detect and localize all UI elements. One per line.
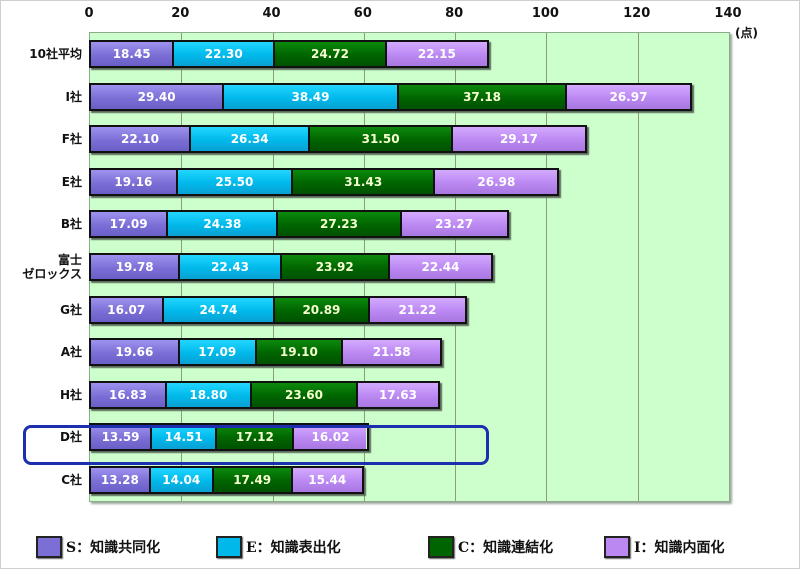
bar-segment-i: 22.44 [389,255,492,280]
category-label: B社 [60,217,82,232]
bar-segment-s: 13.28 [91,467,151,492]
bar-segment-c: 17.49 [213,467,293,492]
stacked-bar: 19.78 22.43 23.92 22.44 [89,253,494,282]
stacked-bar: 16.83 18.80 23.60 17.63 [89,380,440,409]
legend-label: E：知識表出化 [246,540,341,556]
bar-segment-c: 27.23 [278,212,402,237]
legend-swatch [216,536,242,558]
bar-segment-e: 25.50 [177,169,294,194]
bar-segment-s: 18.45 [91,42,175,67]
stacked-bar: 19.66 17.09 19.10 21.58 [89,338,443,367]
legend-swatch [36,536,62,558]
bar-segment-s: 16.07 [91,297,164,322]
bar-segment-e: 14.04 [150,467,214,492]
bar-segment-i: 21.58 [343,340,441,365]
legend-swatch [428,536,454,558]
x-tick-label: 140 [714,6,742,21]
legend-label: S：知識共同化 [66,540,161,556]
bar-segment-c: 17.12 [217,425,295,450]
bar-segment-s: 13.59 [91,425,153,450]
stacked-bar: 13.28 14.04 17.49 15.44 [89,465,364,494]
bar-segment-s: 29.40 [91,84,225,109]
x-tick-label: 40 [262,6,281,21]
bar-segment-s: 19.66 [91,340,180,365]
bar-segment-s: 16.83 [91,382,167,407]
bar-segment-c: 37.18 [398,84,568,109]
category-label: A社 [60,345,82,360]
stacked-bar: 13.59 14.51 17.12 16.02 [89,423,369,452]
bar-segment-c: 24.72 [275,42,387,67]
bar-segment-c: 19.10 [256,340,343,365]
legend-item-i: I：知識内面化 [604,536,725,558]
bar-segment-c: 23.60 [251,382,359,407]
legend-label: C：知識連結化 [458,540,554,556]
category-label: H社 [59,387,82,402]
category-label: D社 [60,430,82,445]
bar-segment-i: 22.15 [386,42,487,67]
legend-swatch [604,536,630,558]
bar-segment-e: 18.80 [166,382,252,407]
unit-label: (点) [735,26,758,40]
x-tick-label: 80 [445,6,464,21]
stacked-bar: 19.16 25.50 31.43 26.98 [89,167,560,196]
x-tick-label: 20 [171,6,190,21]
gridline [637,33,639,501]
category-label: E社 [61,174,82,189]
x-tick-label: 100 [531,6,559,21]
bar-segment-c: 20.89 [275,297,370,322]
bar-segment-i: 26.97 [567,84,690,109]
category-label: C社 [61,472,82,487]
legend: S：知識共同化 E：知識表出化 C：知識連結化 I：知識内面化 [0,536,800,564]
x-tick-label: 0 [84,6,94,21]
stacked-bar: 22.10 26.34 31.50 29.17 [89,125,587,154]
bar-segment-e: 22.43 [180,255,282,280]
legend-item-e: E：知識表出化 [216,536,341,558]
gridline [546,33,548,501]
bar-segment-e: 14.51 [152,425,218,450]
x-tick-label: 60 [353,6,372,21]
bar-segment-s: 19.16 [91,169,178,194]
stacked-bar: 18.45 22.30 24.72 22.15 [89,40,489,69]
category-label: 富士 ゼロックス [22,253,82,282]
d-company-highlight-box [23,425,489,465]
bar-segment-e: 26.34 [191,127,311,152]
bar-segment-c: 23.92 [281,255,390,280]
bar-segment-e: 38.49 [224,84,399,109]
stacked-bar: 29.40 38.49 37.18 26.97 [89,82,692,111]
bar-segment-i: 21.22 [369,297,466,322]
legend-item-s: S：知識共同化 [36,536,160,558]
bar-segment-e: 24.74 [163,297,276,322]
bar-segment-e: 24.38 [168,212,279,237]
bar-segment-c: 31.50 [310,127,453,152]
category-label: F社 [61,132,82,147]
bar-segment-i: 17.63 [358,382,438,407]
category-label: 10社平均 [29,47,82,62]
stacked-bar: 16.07 24.74 20.89 21.22 [89,295,468,324]
x-tick-label: 120 [623,6,651,21]
category-label: G社 [60,302,82,317]
bar-segment-c: 31.43 [293,169,436,194]
bar-segment-i: 29.17 [452,127,585,152]
bar-segment-e: 22.30 [174,42,276,67]
legend-label: I：知識内面化 [634,540,725,556]
bar-segment-i: 26.98 [435,169,558,194]
stacked-bar: 17.09 24.38 27.23 23.27 [89,210,509,239]
bar-segment-s: 22.10 [91,127,192,152]
bar-segment-i: 15.44 [292,467,362,492]
category-label: I社 [65,89,82,104]
bar-segment-s: 19.78 [91,255,181,280]
legend-item-c: C：知識連結化 [428,536,553,558]
bar-segment-i: 16.02 [294,425,367,450]
bar-segment-e: 17.09 [179,340,257,365]
bar-segment-s: 17.09 [91,212,169,237]
bar-segment-i: 23.27 [401,212,507,237]
